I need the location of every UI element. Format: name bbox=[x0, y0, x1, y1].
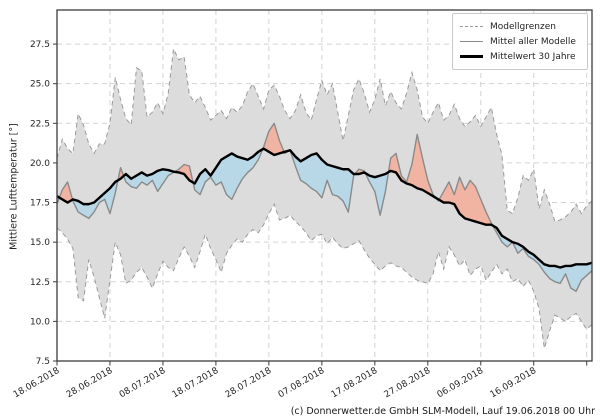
cooler-than-normal-area bbox=[365, 172, 389, 216]
data-lines bbox=[56, 122, 593, 292]
cooler-than-normal-area bbox=[72, 180, 118, 219]
legend-item-mittelwert-30-jahre: Mittelwert 30 Jahre bbox=[460, 49, 581, 64]
solid-line-icon bbox=[460, 41, 483, 42]
x-tick-label: 18.07.2018 bbox=[171, 366, 221, 401]
x-tick-label: 07.08.2018 bbox=[277, 366, 327, 401]
x-tick-label: 08.07.2018 bbox=[118, 366, 168, 401]
x-axis: 18.06.2018 28.06.2018 08.07.2018 18.07.2018… bbox=[12, 361, 588, 401]
x-tick-label: 28.06.2018 bbox=[65, 366, 115, 401]
band-edge-line bbox=[56, 47, 593, 223]
mean30-line bbox=[56, 147, 593, 269]
legend-label: Modellgrenzen bbox=[490, 21, 556, 32]
dashed-line-icon bbox=[460, 26, 483, 27]
y-tick-label: 25.0 bbox=[30, 80, 50, 90]
y-tick-label: 20.0 bbox=[30, 159, 50, 169]
x-tick-label: 17.08.2018 bbox=[330, 366, 380, 401]
x-tick-label: 28.07.2018 bbox=[224, 366, 274, 401]
thick-line-icon bbox=[460, 55, 483, 58]
model-range-band-area bbox=[57, 48, 592, 349]
band-edge-line bbox=[56, 202, 593, 349]
legend-item-modellgrenzen: Modellgrenzen bbox=[460, 19, 581, 34]
y-tick-label: 27.5 bbox=[30, 40, 50, 50]
model-mean-line bbox=[56, 122, 593, 292]
warmer-than-normal-area bbox=[439, 177, 493, 226]
y-tick-label: 7.5 bbox=[36, 357, 50, 367]
y-tick-label: 17.5 bbox=[30, 199, 50, 209]
y-tick-label: 12.5 bbox=[30, 278, 50, 288]
y-axis-label: Mittlere Lufttemperatur [°] bbox=[8, 123, 20, 250]
warmer-than-normal-area bbox=[262, 123, 285, 155]
y-axis: 7.5 10.0 12.5 15.0 17.5 20.0 22.5 25.0 27.5 bbox=[30, 40, 57, 367]
plot-border bbox=[56, 9, 593, 362]
footer-credit: (c) Donnerwetter.de GmbH SLM-Modell, Lau… bbox=[290, 406, 595, 417]
y-tick-label: 10.0 bbox=[30, 317, 50, 327]
legend-label: Mittel aller Modelle bbox=[490, 36, 576, 47]
model-range-band bbox=[56, 47, 593, 349]
legend-label: Mittelwert 30 Jahre bbox=[490, 51, 576, 62]
cooler-than-normal-area bbox=[123, 169, 175, 192]
x-tick-label: 27.08.2018 bbox=[383, 366, 433, 401]
x-tick-label: 16.09.2018 bbox=[489, 366, 539, 401]
x-tick-label: 18.06.2018 bbox=[12, 366, 62, 401]
y-tick-label: 15.0 bbox=[30, 238, 50, 248]
plot-frame bbox=[56, 9, 593, 362]
warmer-than-normal-area bbox=[59, 181, 73, 203]
x-tick-label: 06.09.2018 bbox=[436, 366, 486, 401]
cooler-than-normal-area bbox=[193, 149, 263, 200]
y-tick-label: 22.5 bbox=[30, 119, 50, 129]
legend-item-mittel-aller-modelle: Mittel aller Modelle bbox=[460, 34, 581, 49]
legend: Modellgrenzen Mittel aller Modelle Mitte… bbox=[452, 13, 588, 70]
